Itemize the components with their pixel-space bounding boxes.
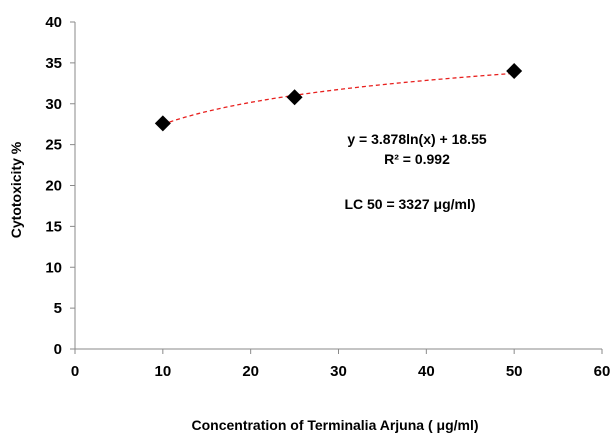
data-point-marker bbox=[286, 89, 303, 106]
x-tick-label: 40 bbox=[418, 363, 435, 380]
y-tick-label: 10 bbox=[45, 259, 62, 276]
y-tick-label: 5 bbox=[54, 300, 62, 317]
y-tick-label: 0 bbox=[54, 341, 62, 358]
y-tick-label: 40 bbox=[45, 14, 62, 31]
y-axis-title: Cytotoxicity % bbox=[8, 141, 24, 238]
x-ticks: 0 10 20 30 40 50 60 bbox=[71, 349, 611, 380]
x-axis-title: Concentration of Terminalia Arjuna ( μg/… bbox=[191, 417, 478, 433]
y-tick-label: 25 bbox=[45, 137, 62, 154]
data-point-marker bbox=[154, 115, 171, 132]
trendline-equation: y = 3.878ln(x) + 18.55 bbox=[347, 131, 487, 147]
x-tick-label: 60 bbox=[594, 363, 611, 380]
y-tick-label: 15 bbox=[45, 218, 62, 235]
x-tick-label: 0 bbox=[71, 363, 79, 380]
x-tick-label: 20 bbox=[242, 363, 259, 380]
data-point-marker bbox=[506, 63, 523, 80]
x-tick-label: 30 bbox=[330, 363, 347, 380]
marks-layer bbox=[154, 63, 523, 132]
r-squared-label: R² = 0.992 bbox=[384, 151, 450, 167]
trendline bbox=[162, 72, 515, 125]
y-tick-label: 35 bbox=[45, 55, 62, 72]
lc50-label: LC 50 = 3327 μg/ml) bbox=[344, 196, 475, 212]
y-ticks: 0 5 10 15 20 25 30 35 40 bbox=[45, 14, 75, 358]
y-tick-label: 20 bbox=[45, 178, 62, 195]
x-tick-label: 10 bbox=[154, 363, 171, 380]
x-tick-label: 50 bbox=[506, 363, 523, 380]
y-tick-label: 30 bbox=[45, 96, 62, 113]
